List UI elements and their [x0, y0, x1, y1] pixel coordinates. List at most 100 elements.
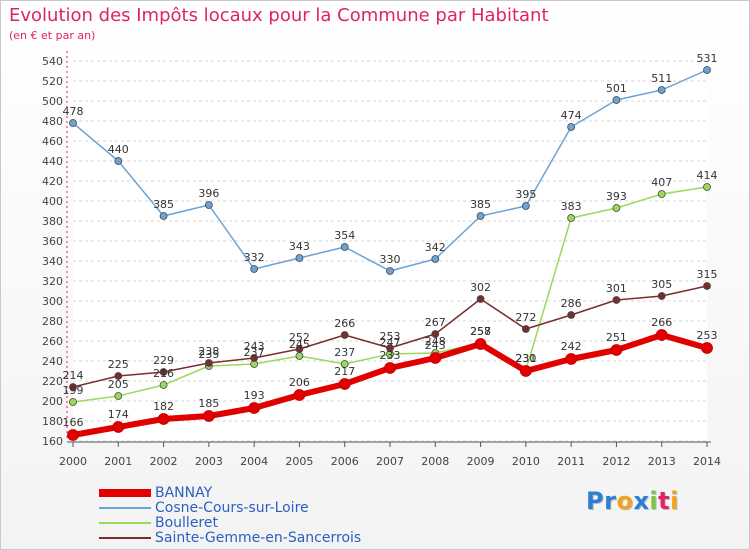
data-point-2 [159, 381, 168, 389]
data-label: 414 [697, 169, 718, 182]
plot-area [73, 51, 707, 441]
data-label: 440 [108, 143, 129, 156]
data-label: 230 [515, 352, 536, 365]
data-label: 242 [561, 340, 582, 353]
x-tick-label: 2014 [693, 455, 721, 468]
data-point-1 [204, 201, 213, 209]
data-label: 393 [606, 190, 627, 203]
chart-title: Evolution des Impôts locaux pour la Comm… [9, 5, 549, 26]
legend-swatch [99, 507, 151, 509]
y-tick-label: 360 [42, 235, 63, 248]
logo-letter: i [670, 487, 679, 515]
data-label: 231 [515, 352, 536, 365]
x-tick-label: 2003 [195, 455, 223, 468]
data-label: 206 [289, 376, 310, 389]
data-label: 266 [651, 316, 672, 329]
x-tick-label: 2009 [467, 455, 495, 468]
data-point-1 [703, 66, 711, 74]
data-point-0 [429, 352, 442, 364]
data-point-1 [657, 86, 666, 94]
data-label: 238 [198, 345, 219, 358]
logo-letter: o [616, 487, 634, 515]
data-point-2 [340, 360, 349, 368]
y-tick-label: 180 [42, 415, 63, 428]
x-tick-label: 2010 [512, 455, 540, 468]
data-label: 258 [470, 325, 491, 338]
data-label: 253 [697, 329, 718, 342]
x-tick-label: 2011 [557, 455, 585, 468]
logo-letter: i [649, 487, 659, 515]
legend-swatch [99, 522, 151, 524]
data-label: 330 [380, 253, 401, 266]
y-tick-label: 280 [42, 315, 63, 328]
data-point-0 [610, 344, 623, 356]
data-label: 272 [515, 311, 536, 324]
data-point-1 [612, 96, 621, 104]
data-label: 229 [153, 354, 174, 367]
y-tick-label: 160 [42, 435, 63, 448]
data-point-3 [476, 295, 485, 303]
chart-subtitle: (en € et par an) [9, 29, 96, 42]
legend-item: Cosne-Cours-sur-Loire [99, 500, 439, 516]
data-point-1 [159, 212, 168, 220]
y-tick-label: 520 [42, 75, 63, 88]
legend-label: Boulleret [155, 515, 218, 531]
data-point-0 [655, 329, 668, 341]
data-point-3 [703, 282, 711, 290]
data-point-0 [701, 342, 713, 354]
data-label: 286 [561, 297, 582, 310]
x-tick-label: 2012 [602, 455, 630, 468]
x-tick-label: 2000 [59, 455, 87, 468]
data-point-0 [565, 353, 578, 365]
data-point-3 [204, 359, 213, 367]
data-label: 531 [697, 52, 718, 65]
data-point-1 [69, 119, 77, 127]
data-point-2 [69, 398, 77, 406]
data-point-0 [67, 429, 79, 441]
data-label: 199 [63, 384, 84, 397]
y-tick-label: 540 [42, 55, 63, 68]
data-point-0 [474, 338, 487, 350]
data-point-0 [202, 410, 215, 422]
data-label: 245 [289, 338, 310, 351]
data-point-1 [386, 267, 394, 275]
data-label: 315 [697, 268, 718, 281]
y-tick-label: 200 [42, 395, 63, 408]
data-point-0 [248, 402, 261, 414]
data-label: 478 [63, 105, 84, 118]
data-point-1 [114, 157, 123, 165]
x-tick-label: 2004 [240, 455, 268, 468]
x-tick-label: 2013 [648, 455, 676, 468]
y-tick-label: 240 [42, 355, 63, 368]
y-tick-label: 340 [42, 255, 63, 268]
data-label: 166 [63, 416, 84, 429]
data-label: 185 [198, 397, 219, 410]
data-label: 248 [425, 335, 446, 348]
data-label: 342 [425, 241, 446, 254]
data-label: 225 [108, 358, 129, 371]
data-point-0 [157, 413, 170, 425]
data-label: 302 [470, 281, 491, 294]
x-tick-label: 2007 [376, 455, 404, 468]
y-tick-label: 380 [42, 215, 63, 228]
data-point-1 [521, 202, 530, 210]
data-label: 217 [334, 365, 355, 378]
data-label: 301 [606, 282, 627, 295]
logo-letter: t [658, 487, 671, 515]
data-point-2 [612, 204, 621, 212]
x-tick-label: 2002 [150, 455, 178, 468]
data-point-1 [340, 243, 349, 251]
y-tick-label: 460 [42, 135, 63, 148]
y-tick-label: 220 [42, 375, 63, 388]
data-point-3 [114, 372, 123, 380]
x-tick-label: 2005 [285, 455, 313, 468]
legend-item: BANNAY [99, 485, 439, 501]
data-label: 174 [108, 408, 129, 421]
data-point-1 [476, 212, 485, 220]
y-tick-label: 500 [42, 95, 63, 108]
data-label: 247 [380, 336, 401, 349]
data-label: 266 [334, 317, 355, 330]
data-label: 396 [198, 187, 219, 200]
data-label: 511 [651, 72, 672, 85]
